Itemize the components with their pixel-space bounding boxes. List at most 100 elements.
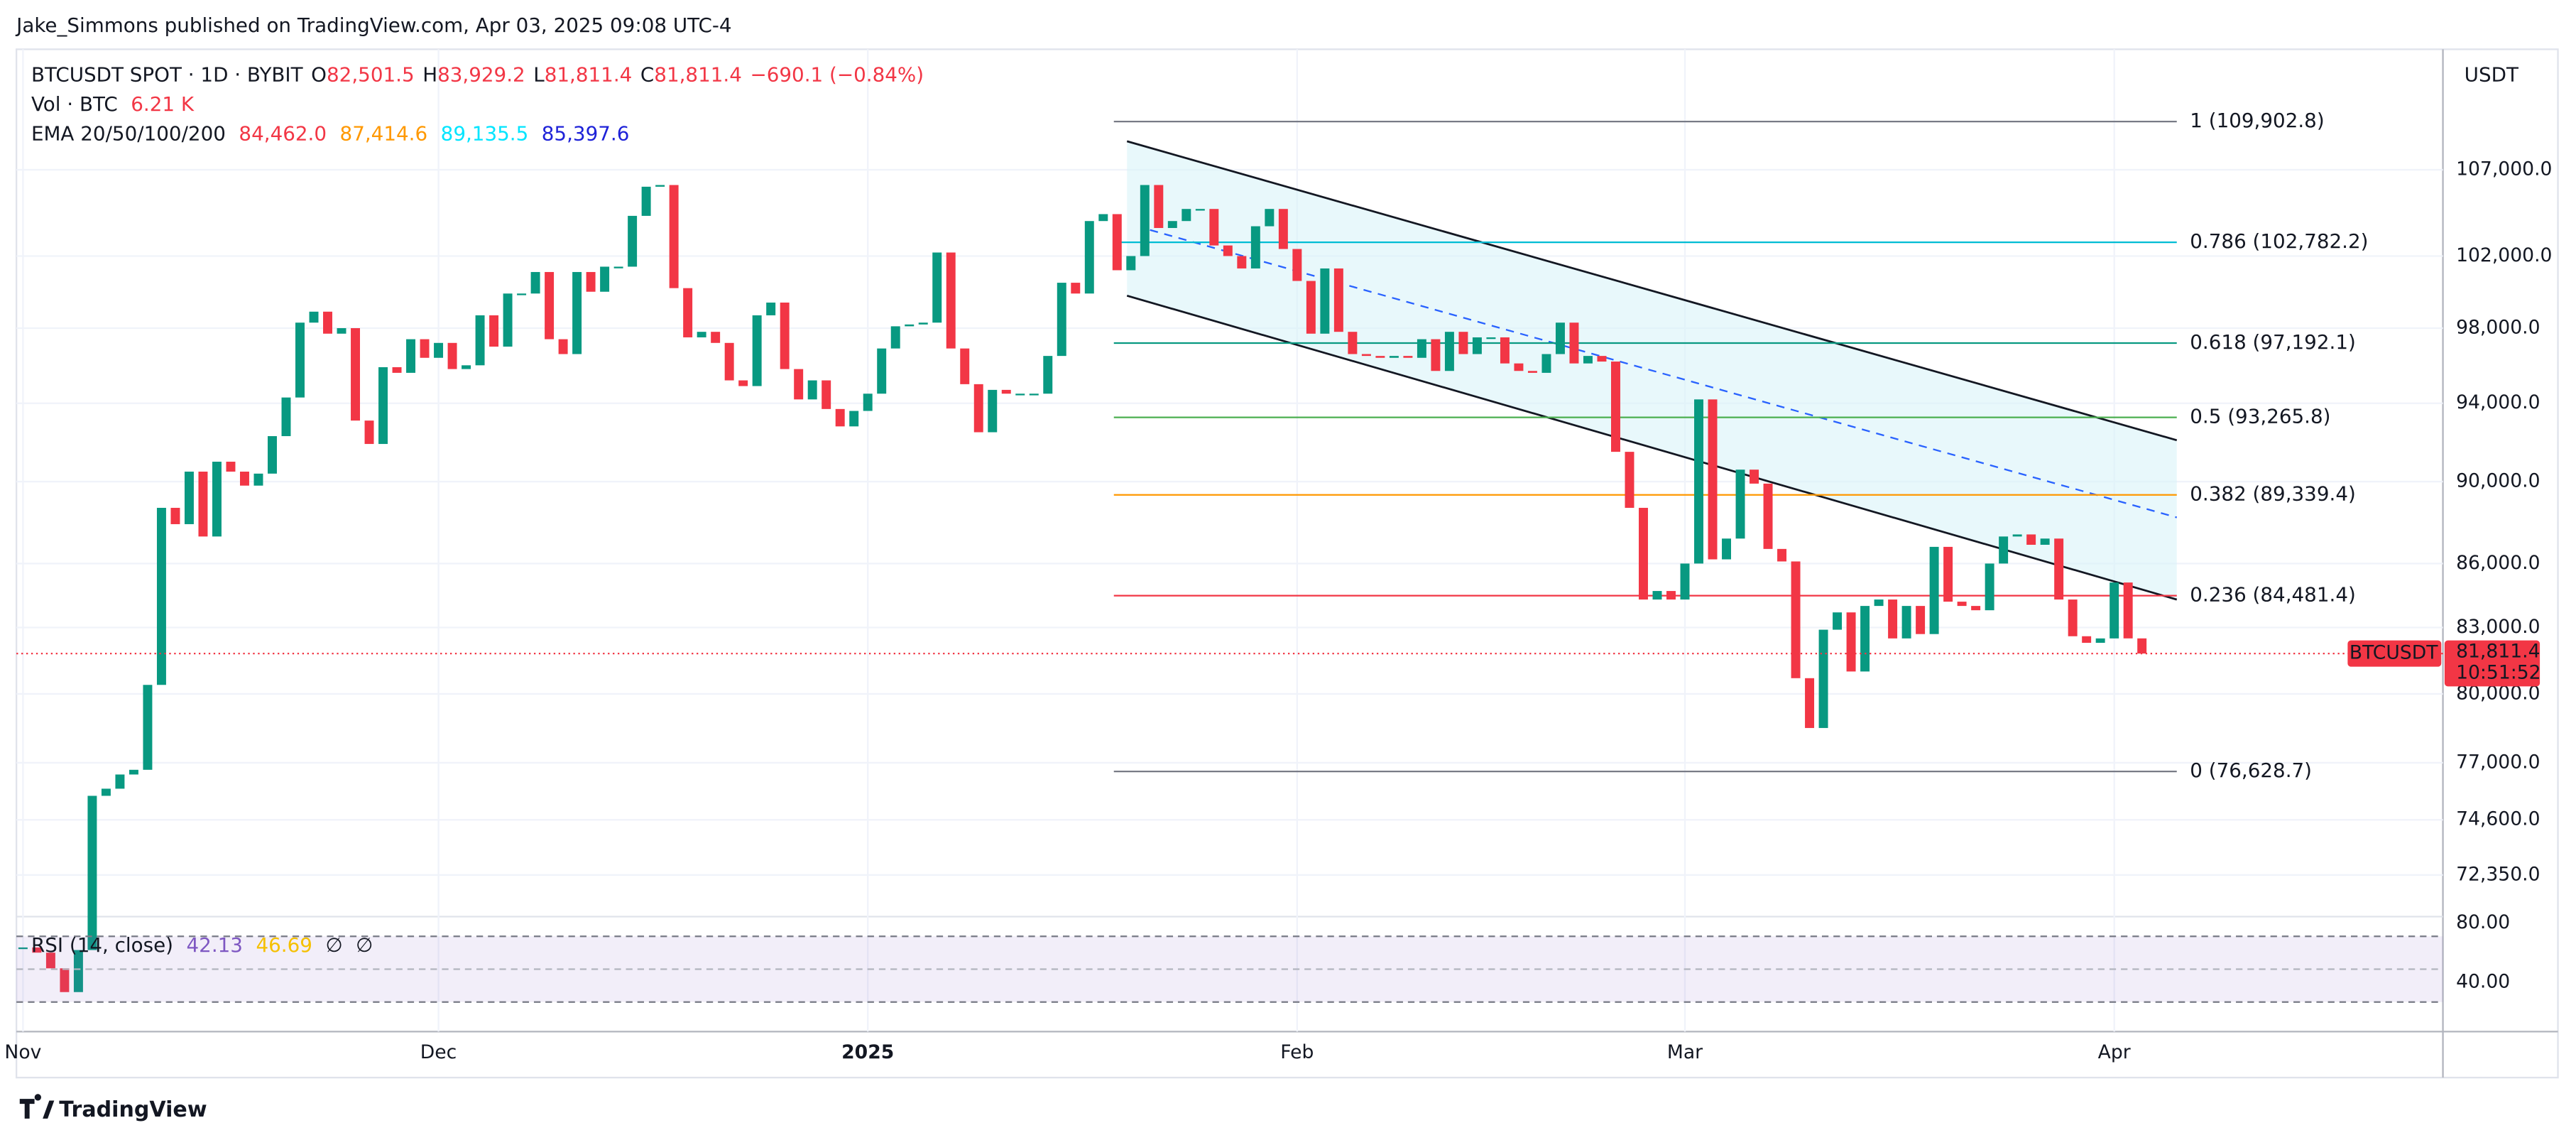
candle: [295, 322, 305, 398]
volume-value: 6.21 K: [131, 92, 195, 116]
currency[interactable]: USDT: [2465, 63, 2519, 86]
candle: [1292, 249, 1302, 281]
candle: [1361, 354, 1371, 357]
candle: [835, 408, 845, 427]
candle: [1181, 209, 1191, 222]
candle: [2068, 599, 2078, 636]
candle: [669, 185, 679, 288]
candle: [392, 367, 402, 373]
fib-label: 1 (109,902.8): [2190, 109, 2324, 132]
candle: [1541, 354, 1551, 373]
candle: [1569, 322, 1579, 364]
candle: [1126, 256, 1136, 271]
publisher: Jake_Simmons published on TradingView.co…: [15, 13, 731, 37]
candle: [1195, 209, 1205, 211]
candle: [822, 380, 831, 409]
ohlc-value: 81,811.4: [545, 63, 633, 86]
price-tag-bg: [2444, 640, 2540, 687]
candle: [1805, 678, 1815, 728]
candle: [1098, 214, 1108, 222]
candle: [475, 315, 485, 366]
rsi-value: ∅: [356, 933, 373, 957]
candle: [406, 339, 416, 373]
candle: [1015, 393, 1025, 396]
candle: [517, 293, 527, 295]
y-tick-label: 94,000.0: [2456, 391, 2540, 413]
candle: [1957, 602, 1967, 607]
candle: [1735, 469, 1745, 539]
candle: [1666, 591, 1676, 600]
rsi-label: RSI (14, close): [31, 933, 173, 957]
candle: [1071, 283, 1081, 294]
ema-value: 84,462.0: [239, 122, 327, 146]
volume-label: Vol · BTC: [31, 92, 118, 116]
candle: [1029, 393, 1039, 396]
candle: [613, 266, 623, 268]
fib-label: 0.236 (84,481.4): [2190, 583, 2356, 607]
candle: [655, 185, 665, 187]
brand[interactable]: TradingView: [19, 1094, 207, 1122]
candle: [752, 315, 762, 386]
x-tick-label: Mar: [1667, 1041, 1703, 1063]
candle: [1750, 469, 1759, 484]
rsi-tick-label: 80.00: [2456, 911, 2510, 933]
candle: [1625, 452, 1634, 508]
candle: [1431, 339, 1441, 371]
candle: [1611, 362, 1620, 452]
x-tick-label: 2025: [841, 1041, 894, 1063]
candle: [1154, 185, 1164, 228]
candle: [2123, 582, 2133, 639]
candle: [281, 397, 291, 437]
candle: [973, 384, 983, 433]
candle: [1555, 322, 1565, 354]
candle: [1860, 606, 1870, 672]
candle: [1278, 209, 1288, 249]
fib-label: 0.382 (89,339.4): [2190, 482, 2356, 506]
candle: [1680, 563, 1690, 600]
candle: [503, 293, 513, 347]
candle: [2095, 638, 2105, 643]
candle: [1652, 591, 1662, 600]
ema-value: 89,135.5: [441, 122, 529, 146]
candle: [1943, 546, 1953, 602]
candle: [226, 462, 236, 472]
candle: [32, 947, 42, 953]
candle: [960, 348, 970, 384]
x-tick-label: Apr: [2098, 1041, 2131, 1063]
candle: [1888, 599, 1898, 639]
candle: [253, 473, 263, 486]
candle: [323, 311, 332, 334]
ohlc-value: 83,929.2: [437, 63, 525, 86]
candle: [309, 311, 319, 323]
candle: [1763, 483, 1773, 549]
y-tick-label: 102,000.0: [2456, 244, 2552, 266]
candle: [586, 271, 596, 292]
ema-value: 85,397.6: [542, 122, 630, 146]
candle: [1583, 356, 1593, 364]
candle: [1043, 356, 1053, 394]
x-tick-label: Nov: [4, 1041, 41, 1063]
candle: [600, 266, 610, 292]
candle: [434, 342, 444, 358]
logo: [19, 1094, 55, 1119]
candle: [849, 411, 859, 427]
candle: [1833, 612, 1843, 630]
candle: [337, 327, 346, 334]
legend-row: EMA 20/50/100/200 84,462.0 87,414.6 89,135.…: [31, 122, 629, 146]
y-tick-label: 72,350.0: [2456, 863, 2540, 885]
candle: [1348, 332, 1358, 354]
ohlc-key: L: [533, 63, 545, 86]
candle: [1167, 221, 1177, 228]
candle: [351, 327, 360, 421]
candle: [18, 947, 28, 950]
ohlc-value: 81,811.4: [654, 63, 742, 86]
candle: [1209, 209, 1219, 246]
candle: [2040, 538, 2050, 545]
candle: [1403, 356, 1413, 358]
candle: [1389, 356, 1399, 358]
candle: [2012, 534, 2022, 537]
candle: [863, 393, 873, 411]
candle: [462, 365, 471, 369]
price-tag-countdown: 10:51:52: [2456, 661, 2540, 683]
candle: [572, 271, 582, 354]
